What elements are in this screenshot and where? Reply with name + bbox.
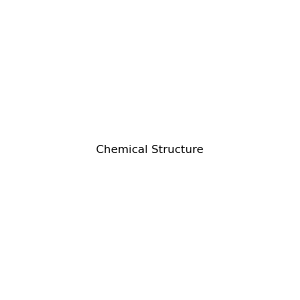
Text: Chemical Structure: Chemical Structure: [96, 145, 204, 155]
